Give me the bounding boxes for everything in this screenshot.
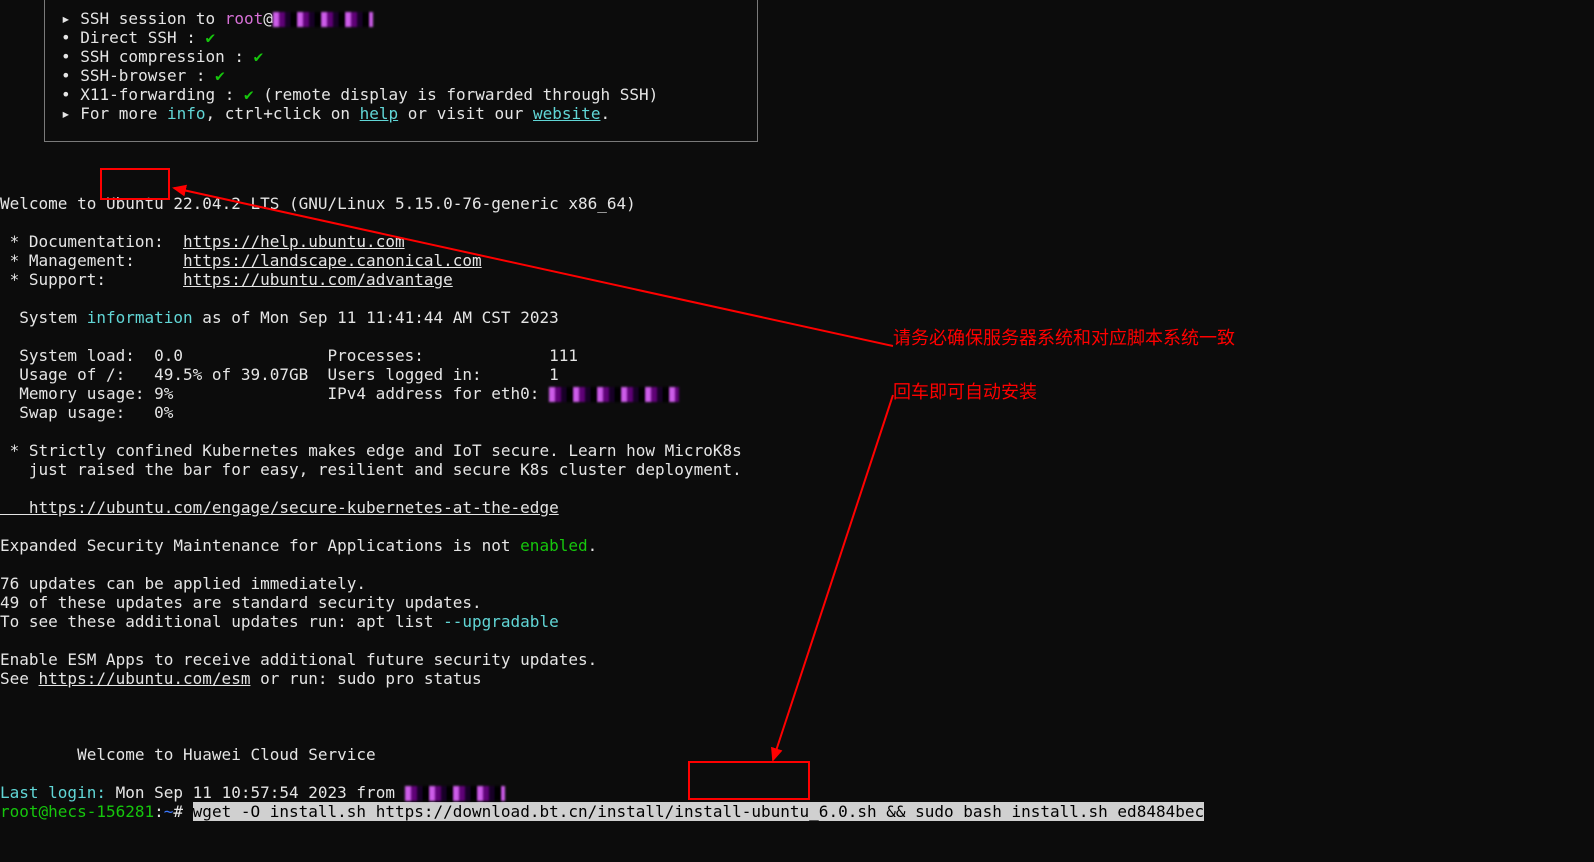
annotation-text-2: 回车即可自动安装 [893, 383, 1037, 402]
check-icon: ✔ [206, 28, 216, 47]
redacted-from-ip [405, 786, 505, 801]
website-link[interactable]: website [533, 104, 600, 123]
ssh-session-line: ▸ SSH session to root@ [61, 9, 741, 28]
info-link[interactable]: info [167, 104, 206, 123]
esm2-line: Enable ESM Apps to receive additional fu… [0, 650, 597, 669]
upgradable-flag: --upgradable [443, 612, 559, 631]
check-icon: ✔ [215, 66, 225, 85]
sysinfo-row: System load: 0.0 Processes: 111 [0, 346, 578, 365]
welcome-pre: Welcome to [0, 194, 106, 213]
last-login-value: Mon Sep 11 10:57:54 2023 from [106, 783, 405, 802]
sysinfo-word: information [87, 308, 193, 327]
ssh-user: root [225, 9, 264, 28]
updates-line: 76 updates can be applied immediately. [0, 574, 366, 593]
doc-label: * Documentation: [0, 232, 183, 251]
esm-pre: Expanded Security Maintenance for Applic… [0, 536, 520, 555]
huawei-welcome: Welcome to Huawei Cloud Service [0, 745, 376, 764]
redacted-ip [549, 387, 679, 402]
ssh-session-pre: ▸ SSH session to [61, 9, 225, 28]
redacted-host [273, 12, 373, 27]
ssh-at: @ [263, 9, 273, 28]
terminal-output[interactable]: Welcome to Ubuntu 22.04.2 LTS (GNU/Linux… [0, 175, 1594, 821]
sysinfo-row: Memory usage: 9% IPv4 address for eth0: [0, 384, 549, 403]
check-icon: ✔ [244, 85, 254, 104]
welcome-post: 22.04.2 LTS (GNU/Linux 5.15.0-76-generic… [164, 194, 636, 213]
feature-row: • SSH-browser : ✔ [61, 66, 741, 85]
last-login-label: Last login: [0, 783, 106, 802]
sup-link[interactable]: https://ubuntu.com/advantage [183, 270, 453, 289]
sysinfo-row: Usage of /: 49.5% of 39.07GB Users logge… [0, 365, 559, 384]
updates-line: 49 of these updates are standard securit… [0, 593, 482, 612]
feature-row: • SSH compression : ✔ [61, 47, 741, 66]
ssh-info-box: ▸ SSH session to root@ • Direct SSH : ✔ … [44, 0, 758, 142]
command-input[interactable]: wget -O install.sh https://download.bt.c… [193, 802, 1204, 821]
more-info-line: ▸ For more info, ctrl+click on help or v… [61, 104, 741, 123]
mgmt-label: * Management: [0, 251, 183, 270]
sup-label: * Support: [0, 270, 183, 289]
sysinfo-row: Swap usage: 0% [0, 403, 173, 422]
check-icon: ✔ [254, 47, 264, 66]
welcome-ubuntu: Ubuntu [106, 194, 164, 213]
feature-row: • Direct SSH : ✔ [61, 28, 741, 47]
mk8s-link[interactable]: https://ubuntu.com/engage/secure-kuberne… [0, 498, 559, 517]
mk8s-line: just raised the bar for easy, resilient … [0, 460, 742, 479]
mgmt-link[interactable]: https://landscape.canonical.com [183, 251, 482, 270]
annotation-text-1: 请务必确保服务器系统和对应脚本系统一致 [893, 329, 1235, 348]
esm-link[interactable]: https://ubuntu.com/esm [39, 669, 251, 688]
prompt-user: root@hecs-156281 [0, 802, 154, 821]
mk8s-line: * Strictly confined Kubernetes makes edg… [0, 441, 742, 460]
feature-row: • X11-forwarding : ✔ (remote display is … [61, 85, 741, 104]
esm-enabled: enabled [520, 536, 587, 555]
updates-line: To see these additional updates run: apt… [0, 612, 443, 631]
prompt-path: ~ [164, 802, 174, 821]
doc-link[interactable]: https://help.ubuntu.com [183, 232, 405, 251]
help-link[interactable]: help [360, 104, 399, 123]
